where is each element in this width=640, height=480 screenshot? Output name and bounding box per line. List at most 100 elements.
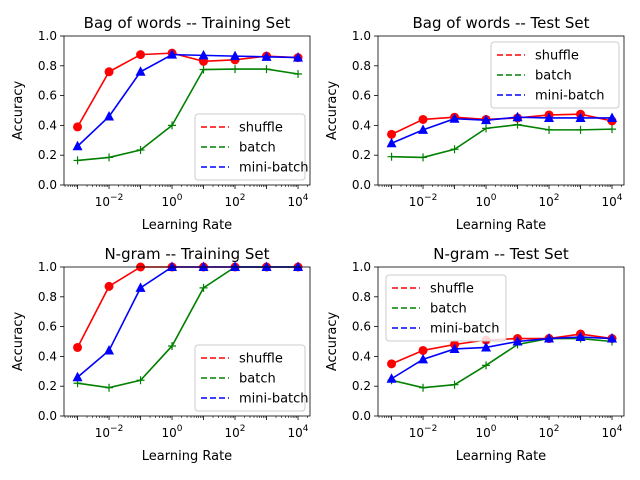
legend-box — [490, 41, 620, 109]
legend: shuffle batch mini-batch — [194, 344, 309, 412]
x-tick-label: 104 — [602, 193, 623, 209]
y-tick-label: 0.2 — [352, 148, 371, 162]
y-tick-label: 1.0 — [38, 260, 57, 274]
data-point-batch — [545, 125, 554, 134]
data-point-batch — [199, 65, 208, 74]
data-point-mini-batch — [167, 261, 178, 271]
data-point-mini-batch — [481, 341, 492, 352]
data-point-mini-batch — [512, 336, 523, 346]
data-point-mini-batch — [167, 49, 178, 59]
data-point-batch — [419, 383, 428, 392]
y-axis-label: Accuracy — [325, 312, 340, 372]
y-tick-label: 1.0 — [38, 29, 57, 43]
y-tick-label: 0.0 — [38, 178, 57, 192]
x-tick-label: 100 — [162, 193, 183, 209]
data-point-mini-batch — [386, 137, 397, 148]
data-point-mini-batch — [607, 333, 618, 343]
series-line-shuffle — [76, 266, 299, 348]
data-point-mini-batch — [104, 110, 115, 121]
data-point-mini-batch — [575, 112, 586, 122]
data-point-shuffle — [136, 50, 146, 60]
legend-label: shuffle — [239, 352, 283, 367]
data-point-mini-batch — [198, 49, 209, 60]
data-point-batch — [419, 153, 428, 162]
data-point-mini-batch — [198, 261, 209, 271]
data-point-batch — [168, 121, 177, 130]
data-point-mini-batch — [230, 261, 241, 271]
legend-label: mini-batch — [535, 89, 605, 104]
x-tick-label: 104 — [288, 424, 309, 440]
x-tick-label: 102 — [539, 424, 560, 440]
data-point-shuffle — [73, 342, 83, 352]
x-tick-label: 10−2 — [409, 193, 438, 209]
x-axis-label: Learning Rate — [456, 218, 546, 233]
data-point-shuffle — [418, 345, 428, 355]
data-point-batch — [105, 153, 114, 162]
y-tick-label: 0.0 — [352, 409, 371, 423]
x-tick-label: 102 — [225, 424, 246, 440]
legend-box — [194, 113, 306, 181]
x-tick-label: 10−2 — [95, 193, 124, 209]
y-tick-label: 0.4 — [352, 118, 371, 132]
y-tick-label: 0.2 — [38, 379, 57, 393]
y-tick-label: 0.6 — [352, 89, 371, 103]
axes-frame — [63, 266, 311, 417]
y-tick-label: 0.4 — [38, 118, 57, 132]
legend-label: mini-batch — [239, 392, 309, 407]
legend: shuffle batch mini-batch — [194, 113, 309, 181]
data-point-mini-batch — [418, 353, 429, 364]
y-tick-label: 0.2 — [352, 379, 371, 393]
axes-frame — [377, 266, 625, 417]
y-tick-label: 0.8 — [352, 59, 371, 73]
data-point-batch — [231, 65, 240, 74]
chart-title: N-gram -- Test Set — [433, 245, 569, 263]
y-axis-label: Accuracy — [11, 81, 26, 141]
y-tick-label: 0.8 — [352, 290, 371, 304]
y-tick-label: 0.8 — [38, 59, 57, 73]
data-point-mini-batch — [104, 344, 115, 355]
data-point-batch — [608, 125, 617, 134]
data-point-shuffle — [387, 129, 397, 139]
data-point-mini-batch — [72, 371, 83, 382]
y-tick-label: 0.0 — [38, 409, 57, 423]
data-point-batch — [482, 361, 491, 370]
x-tick-label: 102 — [225, 193, 246, 209]
axes-frame — [63, 35, 311, 186]
series-line-mini-batch — [391, 116, 613, 145]
legend: shuffle batch mini-batch — [490, 41, 620, 109]
data-point-batch — [450, 145, 459, 154]
y-tick-label: 0.6 — [352, 320, 371, 334]
data-point-mini-batch — [135, 66, 146, 76]
legend-label: shuffle — [430, 282, 474, 297]
data-point-shuffle — [418, 114, 428, 124]
data-point-mini-batch — [418, 124, 429, 134]
data-point-batch — [73, 156, 82, 165]
data-point-shuffle — [104, 281, 114, 291]
data-point-shuffle — [387, 359, 397, 369]
data-point-batch — [450, 380, 459, 389]
y-tick-label: 1.0 — [352, 260, 371, 274]
data-point-mini-batch — [544, 333, 555, 343]
data-point-mini-batch — [449, 343, 460, 353]
x-tick-label: 100 — [476, 424, 497, 440]
data-point-shuffle — [104, 67, 114, 77]
data-point-batch — [262, 65, 271, 74]
x-tick-label: 104 — [602, 424, 623, 440]
legend-label: batch — [535, 69, 572, 84]
data-point-mini-batch — [261, 51, 272, 61]
x-axis-label: Learning Rate — [142, 449, 232, 464]
x-tick-label: 10−2 — [95, 424, 124, 440]
legend-box — [194, 344, 306, 412]
data-point-mini-batch — [72, 140, 83, 151]
data-point-batch — [294, 69, 303, 78]
series-line-mini-batch — [76, 53, 299, 147]
data-point-batch — [513, 120, 522, 129]
y-tick-label: 0.2 — [38, 148, 57, 162]
data-point-batch — [482, 124, 491, 133]
data-point-batch — [576, 125, 585, 134]
x-tick-label: 100 — [162, 424, 183, 440]
series-line-batch — [391, 123, 613, 159]
data-point-mini-batch — [607, 112, 618, 122]
data-point-batch — [168, 341, 177, 350]
legend-label: mini-batch — [239, 161, 309, 176]
